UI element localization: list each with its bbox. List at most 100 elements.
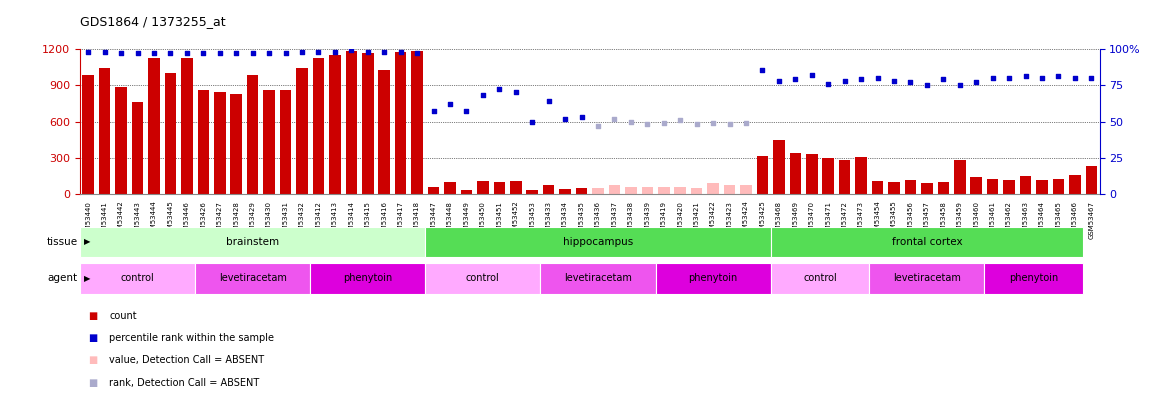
Point xyxy=(588,123,607,129)
Point xyxy=(851,76,870,83)
Point xyxy=(112,50,131,56)
Point xyxy=(260,50,279,56)
Point xyxy=(128,50,147,56)
Point xyxy=(79,48,98,55)
Bar xyxy=(329,55,341,194)
Text: rank, Detection Call = ABSENT: rank, Detection Call = ABSENT xyxy=(109,378,260,388)
Point xyxy=(145,50,163,56)
Bar xyxy=(198,90,209,194)
Bar xyxy=(527,190,537,194)
Point xyxy=(786,76,804,83)
Text: levetiracetam: levetiracetam xyxy=(564,273,632,283)
Bar xyxy=(379,70,390,194)
Bar xyxy=(855,157,867,194)
Point xyxy=(243,50,262,56)
Bar xyxy=(230,94,242,194)
Point xyxy=(507,89,526,96)
Point xyxy=(227,50,246,56)
Bar xyxy=(148,58,160,194)
Bar xyxy=(576,188,587,194)
Bar xyxy=(1085,166,1097,194)
Bar xyxy=(691,188,702,194)
Bar xyxy=(609,185,620,194)
Point xyxy=(342,47,361,53)
Text: count: count xyxy=(109,311,136,321)
Bar xyxy=(445,182,456,194)
Point xyxy=(425,108,443,115)
Point xyxy=(161,50,180,56)
Point xyxy=(621,118,640,125)
Point xyxy=(359,48,377,55)
Point xyxy=(703,120,722,126)
Bar xyxy=(904,180,916,194)
Point xyxy=(967,79,985,85)
Bar xyxy=(822,158,834,194)
Point xyxy=(441,101,460,107)
Point xyxy=(490,86,509,93)
Point xyxy=(654,120,673,126)
Text: ■: ■ xyxy=(88,311,98,321)
Text: ■: ■ xyxy=(88,356,98,365)
Bar xyxy=(921,183,933,194)
Bar xyxy=(773,140,784,194)
Text: brainstem: brainstem xyxy=(226,237,279,247)
Point xyxy=(1049,73,1068,79)
Bar xyxy=(1003,180,1015,194)
Bar xyxy=(707,183,719,194)
Point xyxy=(687,121,706,128)
Bar xyxy=(970,177,982,194)
Bar xyxy=(82,75,94,194)
Point xyxy=(917,82,936,88)
Bar xyxy=(888,181,900,194)
Bar xyxy=(181,58,193,194)
Point xyxy=(293,48,312,55)
Text: GDS1864 / 1373255_at: GDS1864 / 1373255_at xyxy=(80,15,226,28)
Point xyxy=(670,117,689,123)
Bar xyxy=(593,188,603,194)
Point xyxy=(211,50,229,56)
Text: ▶: ▶ xyxy=(83,274,91,283)
Bar xyxy=(214,92,226,194)
Point xyxy=(326,48,345,55)
Point xyxy=(573,114,592,120)
Point xyxy=(720,121,739,128)
Text: hippocampus: hippocampus xyxy=(563,237,633,247)
Point xyxy=(983,75,1002,81)
Bar xyxy=(1036,180,1048,194)
Bar xyxy=(99,68,111,194)
Bar xyxy=(789,153,801,194)
Point xyxy=(802,72,821,78)
Bar xyxy=(280,90,292,194)
Bar xyxy=(838,160,850,194)
Point xyxy=(1000,75,1018,81)
Text: phenytoin: phenytoin xyxy=(343,273,393,283)
Bar xyxy=(675,186,686,194)
Point xyxy=(194,50,213,56)
Bar xyxy=(115,87,127,194)
Text: ■: ■ xyxy=(88,378,98,388)
Point xyxy=(95,48,114,55)
Point xyxy=(736,120,755,126)
Bar xyxy=(395,52,407,194)
Text: ■: ■ xyxy=(88,333,98,343)
Point xyxy=(392,48,410,55)
Point xyxy=(934,76,953,83)
Bar xyxy=(1069,175,1081,194)
Point xyxy=(884,77,903,84)
Text: control: control xyxy=(803,273,837,283)
Point xyxy=(1016,73,1035,79)
Bar xyxy=(871,181,883,194)
Text: frontal cortex: frontal cortex xyxy=(891,237,962,247)
Point xyxy=(178,50,196,56)
Point xyxy=(408,50,427,56)
Bar xyxy=(494,181,505,194)
Point xyxy=(309,48,328,55)
Text: control: control xyxy=(121,273,154,283)
Point xyxy=(1065,75,1084,81)
Bar xyxy=(412,51,423,194)
Bar xyxy=(740,185,751,194)
Text: levetiracetam: levetiracetam xyxy=(893,273,961,283)
Point xyxy=(835,77,854,84)
Bar xyxy=(723,185,735,194)
Point xyxy=(1033,75,1051,81)
